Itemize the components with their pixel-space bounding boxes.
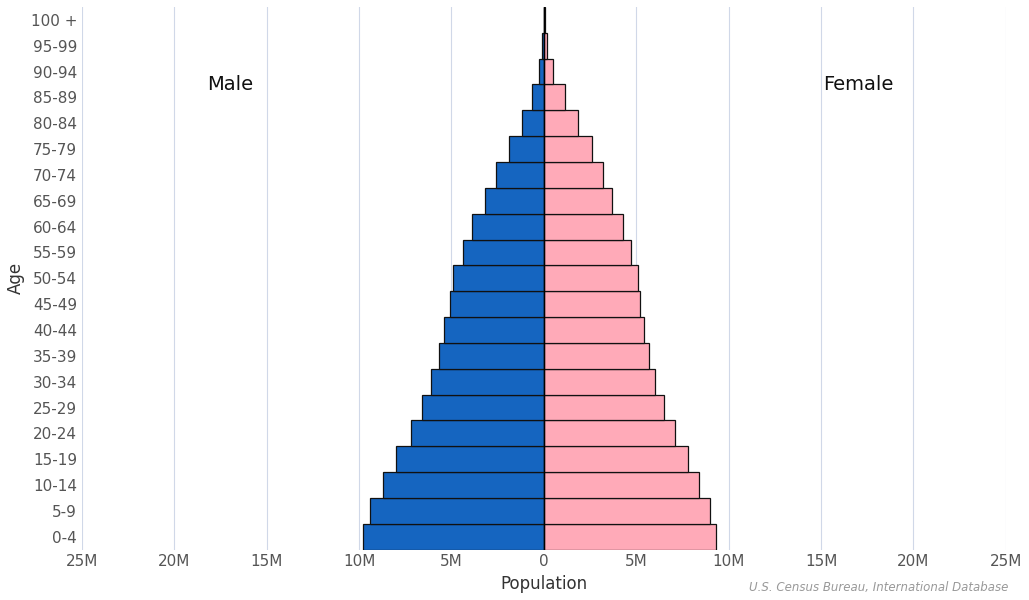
Bar — [445, 317, 544, 343]
Bar — [496, 162, 544, 188]
Bar — [544, 498, 710, 524]
Bar — [544, 33, 547, 59]
Bar — [363, 524, 544, 550]
Y-axis label: Age: Age — [7, 262, 25, 295]
Bar — [370, 498, 544, 524]
Bar — [544, 317, 644, 343]
Bar — [544, 446, 688, 472]
Bar — [431, 369, 544, 395]
Bar — [396, 446, 544, 472]
Bar — [544, 265, 638, 291]
Bar — [544, 343, 649, 369]
Bar — [544, 59, 554, 85]
X-axis label: Population: Population — [500, 575, 588, 593]
Bar — [450, 291, 544, 317]
Bar — [544, 214, 624, 239]
Bar — [463, 239, 544, 265]
Bar — [485, 188, 544, 214]
Bar — [383, 472, 544, 498]
Text: Female: Female — [823, 75, 893, 94]
Bar — [422, 395, 544, 421]
Bar — [544, 291, 640, 317]
Bar — [544, 421, 675, 446]
Bar — [544, 85, 565, 110]
Bar — [544, 472, 699, 498]
Bar — [544, 239, 631, 265]
Bar — [544, 524, 716, 550]
Bar — [539, 59, 544, 85]
Bar — [454, 265, 544, 291]
Bar — [544, 188, 612, 214]
Bar — [532, 85, 544, 110]
Bar — [522, 110, 544, 136]
Bar — [544, 162, 603, 188]
Bar — [438, 343, 544, 369]
Text: U.S. Census Bureau, International Database: U.S. Census Bureau, International Databa… — [749, 581, 1008, 594]
Bar — [471, 214, 544, 239]
Bar — [544, 369, 654, 395]
Bar — [544, 110, 578, 136]
Bar — [508, 136, 544, 162]
Bar — [544, 136, 592, 162]
Bar — [411, 421, 544, 446]
Text: Male: Male — [207, 75, 253, 94]
Bar — [544, 395, 664, 421]
Bar — [542, 33, 544, 59]
